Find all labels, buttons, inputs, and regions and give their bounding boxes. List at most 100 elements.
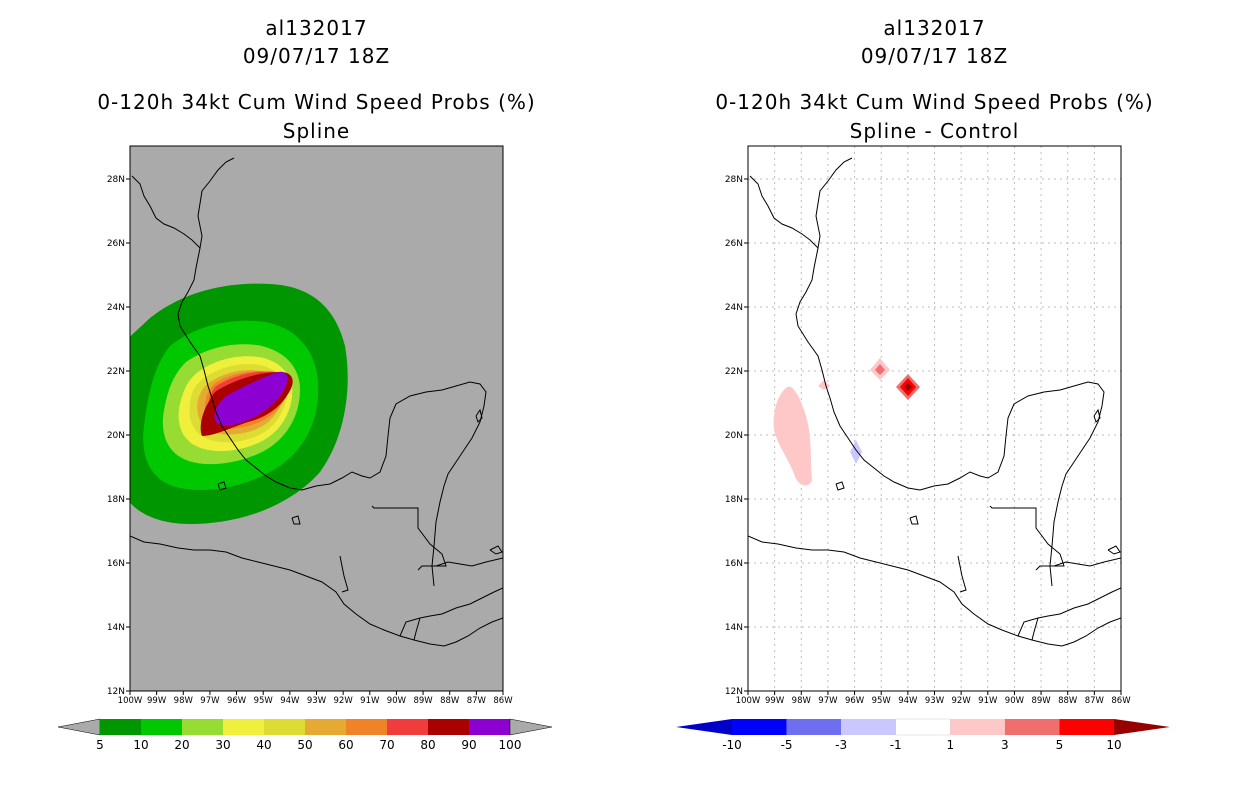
right-lon-label: 93W — [925, 696, 945, 706]
left-title-storm: al132017 — [265, 16, 368, 40]
left-lon-label: 92W — [334, 696, 354, 706]
diff-contour-pos-1 — [773, 386, 812, 486]
right-colorbar-swatch — [732, 719, 787, 735]
right-colorbar-low-triangle — [676, 719, 732, 735]
right-lat-label: 12N — [725, 687, 743, 697]
left-lat-label: 20N — [107, 431, 125, 441]
left-lon-label: 93W — [307, 696, 327, 706]
left-colorbar-low-triangle — [57, 718, 101, 736]
right-title-product: 0-120h 34kt Cum Wind Speed Probs (%) — [715, 90, 1154, 114]
right-lat-label: 14N — [725, 623, 743, 633]
left-colorbar-swatch — [428, 719, 469, 735]
right-colorbar-label: -3 — [835, 738, 847, 752]
right-map — [747, 145, 1122, 692]
left-lat-label: 16N — [107, 559, 125, 569]
left-colorbar-label: 100 — [499, 738, 522, 752]
left-colorbar-label: 80 — [420, 738, 435, 752]
left-colorbar-label: 40 — [256, 738, 271, 752]
right-lat-label: 24N — [725, 303, 743, 313]
right-difference-contours — [748, 157, 1121, 647]
left-lat-label: 18N — [107, 495, 125, 505]
right-colorbar-label: 3 — [1001, 738, 1009, 752]
right-lon-label: 86W — [1111, 696, 1131, 706]
left-colorbar-label: 70 — [379, 738, 394, 752]
diff-contour-pos-4 — [875, 364, 885, 375]
left-colorbar-swatch — [346, 719, 387, 735]
left-lon-label: 90W — [387, 696, 407, 706]
right-colorbar-swatch — [841, 719, 896, 735]
left-lon-label: 94W — [280, 696, 300, 706]
left-map — [129, 145, 504, 692]
left-colorbar-label: 30 — [215, 738, 230, 752]
right-lon-label: 97W — [818, 696, 838, 706]
right-lat-label: 16N — [725, 559, 743, 569]
right-colorbar-swatch — [786, 719, 842, 735]
right-colorbar-swatch — [1004, 719, 1060, 735]
left-colorbar-swatch — [264, 719, 305, 735]
right-colorbar-swatch — [950, 719, 1005, 735]
left-title-product: 0-120h 34kt Cum Wind Speed Probs (%) — [97, 90, 536, 114]
right-title-storm: al132017 — [883, 16, 986, 40]
right-title-date: 09/07/17 18Z — [860, 44, 1009, 68]
left-colorbar-swatch — [469, 719, 510, 735]
right-lon-label: 95W — [872, 696, 892, 706]
right-lon-label: 90W — [1005, 696, 1025, 706]
right-colorbar-label: 1 — [946, 738, 954, 752]
left-lon-label: 99W — [147, 696, 167, 706]
left-lat-label: 28N — [107, 175, 125, 185]
left-lon-label: 98W — [174, 696, 194, 706]
left-probability-contours — [130, 157, 503, 647]
right-lon-label: 87W — [1085, 696, 1105, 706]
left-lat-label: 22N — [107, 367, 125, 377]
right-lat-label: 18N — [725, 495, 743, 505]
right-colorbar-label: -1 — [890, 738, 902, 752]
right-lat-label: 20N — [725, 431, 743, 441]
left-colorbar-label: 10 — [133, 738, 148, 752]
right-lon-label: 98W — [792, 696, 812, 706]
left-colorbar-label: 50 — [297, 738, 312, 752]
left-lon-label: 91W — [360, 696, 380, 706]
right-colorbar-label: -5 — [781, 738, 793, 752]
left-title-date: 09/07/17 18Z — [242, 44, 391, 68]
diff-contour-pos-7 — [904, 383, 912, 391]
right-colorbar-label: -10 — [722, 738, 742, 752]
left-colorbar-swatch — [387, 719, 428, 735]
left-title-subtitle: Spline — [282, 119, 351, 143]
right-lon-label: 100W — [736, 696, 761, 706]
right-colorbar-label: 10 — [1106, 738, 1121, 752]
left-colorbar-swatch — [100, 719, 141, 735]
left-colorbar-label: 90 — [461, 738, 476, 752]
left-lon-label: 96W — [227, 696, 247, 706]
left-lon-label: 88W — [440, 696, 460, 706]
left-lon-label: 89W — [413, 696, 433, 706]
right-lon-label: 94W — [898, 696, 918, 706]
right-colorbar-high-triangle — [1114, 719, 1170, 735]
left-colorbar-swatch — [305, 719, 346, 735]
right-colorbar-label: 5 — [1056, 738, 1064, 752]
left-lon-label: 100W — [118, 696, 143, 706]
right-colorbar: -10 -5 -3 -1 1 3 5 10 — [676, 718, 1170, 752]
right-lat-label: 26N — [725, 239, 743, 249]
left-colorbar: 5 10 20 30 40 50 60 70 80 90 100 — [57, 718, 553, 752]
left-colorbar-label: 5 — [96, 738, 104, 752]
left-colorbar-swatch — [223, 719, 264, 735]
right-lon-label: 88W — [1058, 696, 1078, 706]
left-lon-label: 87W — [467, 696, 487, 706]
right-title-subtitle: Spline - Control — [849, 119, 1020, 143]
right-lon-label: 96W — [845, 696, 865, 706]
left-colorbar-label: 20 — [174, 738, 189, 752]
right-colorbar-swatch — [1059, 719, 1114, 735]
left-lat-label: 12N — [107, 687, 125, 697]
left-lat-label: 26N — [107, 239, 125, 249]
right-map-gridlines — [748, 146, 1121, 691]
left-colorbar-label: 60 — [338, 738, 353, 752]
right-colorbar-swatch — [895, 718, 951, 736]
left-lon-label: 95W — [254, 696, 274, 706]
right-lon-label: 99W — [765, 696, 785, 706]
left-lat-label: 14N — [107, 623, 125, 633]
right-lon-label: 92W — [952, 696, 972, 706]
left-lat-label: 24N — [107, 303, 125, 313]
